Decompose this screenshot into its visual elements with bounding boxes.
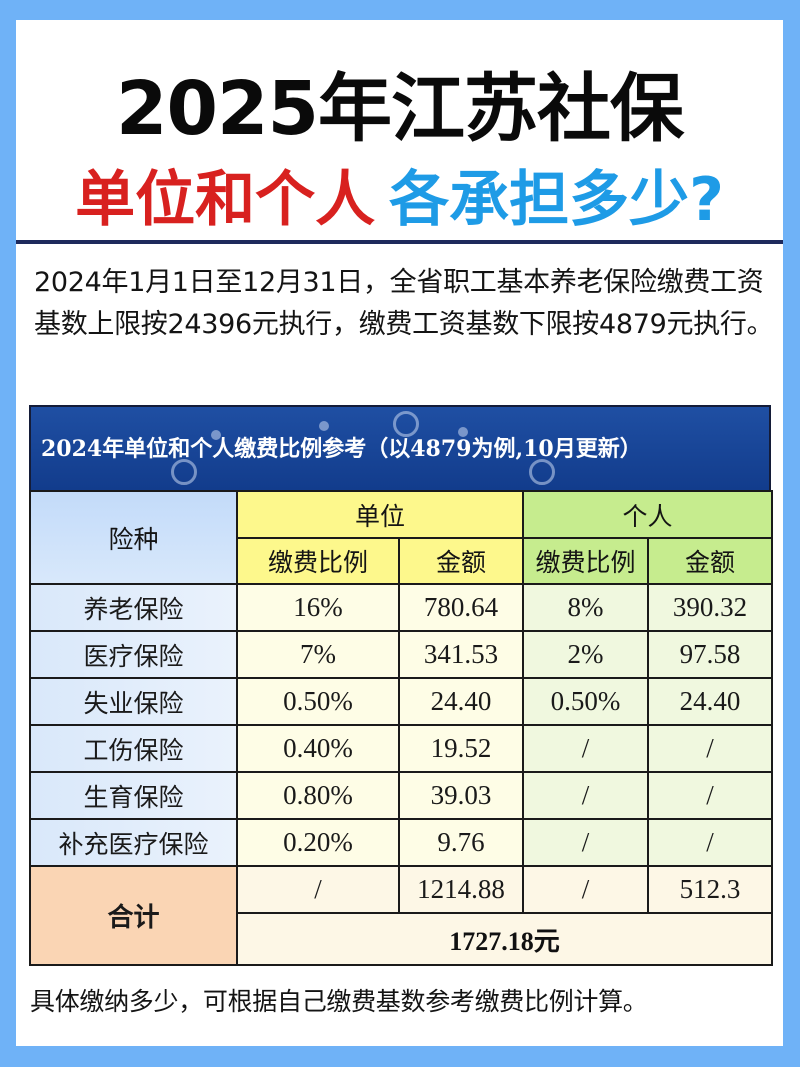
cell-person-amount: / (647, 724, 774, 773)
decorative-ring-icon (393, 411, 419, 437)
table-row: 养老保险 16% 780.64 8% 390.32 (29, 583, 774, 632)
cell-unit-rate: 0.80% (236, 771, 400, 820)
cell-unit-amount: 780.64 (397, 583, 525, 632)
cell-unit-rate: 7% (236, 630, 400, 679)
header-unit: 单位 (235, 490, 525, 539)
table-row: 医疗保险 7% 341.53 2% 97.58 (29, 630, 774, 679)
cell-unit-rate: 0.50% (236, 677, 400, 726)
decorative-dot-icon (319, 421, 329, 431)
decorative-ring-icon (171, 459, 197, 485)
cell-unit-rate: 0.40% (236, 724, 400, 773)
cell-insurance-type: 工伤保险 (29, 724, 238, 773)
cell-unit-amount: 341.53 (397, 630, 525, 679)
header-unit-amount: 金额 (397, 537, 525, 585)
header-unit-rate: 缴费比例 (236, 537, 400, 585)
decorative-dot-icon (211, 430, 221, 440)
total-unit-amount: 1214.88 (397, 865, 525, 914)
table-title: 2024年单位和个人缴费比例参考（以4879为例,10月更新） (41, 436, 642, 462)
grand-total: 1727.18元 (235, 912, 774, 966)
cell-unit-rate: 16% (236, 583, 400, 632)
header-insurance-type: 险种 (29, 490, 238, 585)
header-person-amount: 金额 (647, 537, 774, 585)
header-person: 个人 (522, 490, 774, 539)
content-card: 2025年江苏社保 单位和个人 各承担多少? 2024年1月1日至12月31日，全… (16, 20, 783, 1046)
rates-table: 险种 单位 个人 缴费比例 金额 缴费比例 金额 养老保险 16% 780.64… (29, 490, 774, 966)
cell-person-amount: 24.40 (647, 677, 774, 726)
table-row: 生育保险 0.80% 39.03 / / (29, 771, 774, 820)
subtitle-blue: 各承担多少? (389, 165, 724, 235)
title-divider (16, 240, 783, 244)
decorative-dot-icon (458, 427, 468, 437)
page-subtitle: 单位和个人 各承担多少? (16, 160, 783, 240)
cell-insurance-type: 生育保险 (29, 771, 238, 820)
total-label: 合计 (29, 865, 238, 966)
cell-person-rate: / (522, 724, 650, 773)
cell-insurance-type: 补充医疗保险 (29, 818, 238, 867)
total-person-rate: / (522, 865, 650, 914)
cell-person-amount: 97.58 (647, 630, 774, 679)
intro-paragraph: 2024年1月1日至12月31日，全省职工基本养老保险缴费工资基数上限按2439… (34, 267, 774, 340)
cell-person-amount: / (647, 818, 774, 867)
table-row: 失业保险 0.50% 24.40 0.50% 24.40 (29, 677, 774, 726)
cell-insurance-type: 养老保险 (29, 583, 238, 632)
cell-person-amount: / (647, 771, 774, 820)
header-person-rate: 缴费比例 (522, 537, 650, 585)
cell-unit-amount: 9.76 (397, 818, 525, 867)
cell-insurance-type: 失业保险 (29, 677, 238, 726)
page-title: 2025年江苏社保 (116, 66, 684, 152)
cell-person-rate: / (522, 771, 650, 820)
cell-insurance-type: 医疗保险 (29, 630, 238, 679)
cell-unit-amount: 19.52 (397, 724, 525, 773)
table-title-bar: 2024年单位和个人缴费比例参考（以4879为例,10月更新） (29, 405, 771, 490)
cell-person-amount: 390.32 (647, 583, 774, 632)
cell-person-rate: 0.50% (522, 677, 650, 726)
total-person-amount: 512.3 (647, 865, 774, 914)
contribution-table: 2024年单位和个人缴费比例参考（以4879为例,10月更新） 险种 单位 个人… (29, 405, 774, 966)
cell-unit-amount: 24.40 (397, 677, 525, 726)
total-unit-rate: / (236, 865, 400, 914)
decorative-ring-icon (529, 459, 555, 485)
cell-unit-amount: 39.03 (397, 771, 525, 820)
table-row: 补充医疗保险 0.20% 9.76 / / (29, 818, 774, 867)
grand-total-row: 1727.18元 (30, 912, 774, 966)
table-row: 工伤保险 0.40% 19.52 / / (29, 724, 774, 773)
footer-note: 具体缴纳多少，可根据自己缴费基数参考缴费比例计算。 (30, 987, 648, 1016)
cell-person-rate: / (522, 818, 650, 867)
cell-person-rate: 2% (522, 630, 650, 679)
total-row: 合计 / 1214.88 / 512.3 (29, 865, 774, 966)
cell-unit-rate: 0.20% (236, 818, 400, 867)
subtitle-red: 单位和个人 (75, 165, 376, 235)
cell-person-rate: 8% (522, 583, 650, 632)
